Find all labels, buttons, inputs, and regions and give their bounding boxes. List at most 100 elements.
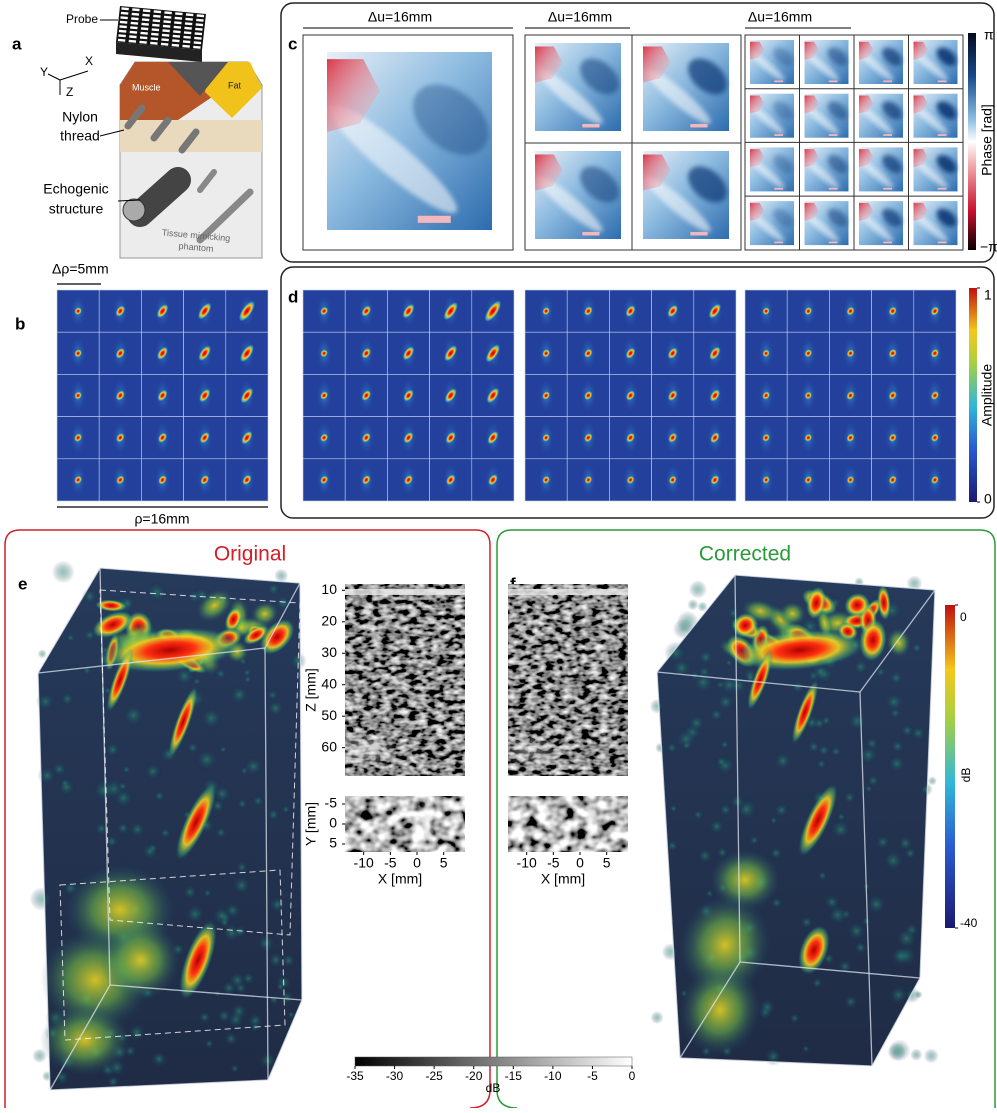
psf-peak [888,306,897,316]
psf-peak [443,301,459,321]
psf-peak [804,475,813,485]
speckle-blob [890,739,905,754]
phase-bottom [690,231,708,236]
speckle-blob [697,648,715,666]
panel-title: Δu=16mm [368,9,432,25]
panel-title: Original [214,543,286,566]
psf-peak [542,433,551,442]
colorbar [969,288,977,502]
phase-red [859,41,874,60]
psf-peak [198,388,211,403]
box-edge [267,999,303,1081]
phase-red [750,202,765,221]
leader-line [99,129,125,137]
psf-peak [74,349,83,358]
speckle-blob [288,651,307,670]
speckle-blob [29,887,54,911]
phase-band [805,213,840,242]
colorbar-title: dB [959,768,973,783]
bright-surface [345,589,465,595]
speckle-blob [153,789,166,803]
probe-element [142,9,151,13]
speckle-blob [275,982,286,992]
axis-arrow [47,73,61,81]
probe-element [173,25,182,29]
psf-peak [74,307,82,316]
box-edge [37,672,51,1091]
speckle-blob [836,811,847,822]
x-tick-label: 5 [603,855,611,871]
phase-map [913,93,958,138]
speckle-blob [216,1007,233,1024]
probe-element [121,7,129,11]
echo-blob [179,920,217,1000]
phase-dark [936,155,957,174]
probe-element [131,17,139,21]
psf-peak [361,347,372,359]
speckle-blob [887,753,907,774]
psf-peak [542,348,551,358]
speckle-blob [748,834,760,846]
speckle-blob [906,575,923,592]
psf-peak [583,306,593,316]
bright-target [430,640,440,654]
speckle-blob [106,1074,121,1089]
speckle-blob [788,1012,801,1024]
probe-element [182,40,191,44]
box-edge [859,589,936,693]
psf-peak [888,475,897,485]
speckle-blob [923,1048,939,1064]
probe-element [174,21,182,25]
phase-dark [773,47,793,66]
panel-title: Corrected [699,543,791,566]
box-edge [49,984,111,1091]
probe-element [139,36,148,40]
box-edge [299,582,303,1001]
x-tick-label: 0 [413,855,421,871]
speckle-blob [829,818,852,841]
probe-element [172,34,181,38]
y-tick-label: 5 [329,835,337,851]
echo-blob [679,965,761,1055]
psf-peak [804,349,813,358]
box-edge [734,574,936,591]
speckle-blob [229,1063,240,1074]
probe-label: Probe [66,12,98,26]
phase-red [750,95,765,114]
psf-peak [668,432,678,443]
phase-bottom [828,134,838,136]
psf-peak [667,389,678,402]
phase-band [914,105,949,135]
probe-element [128,39,137,43]
probe-element [120,11,129,15]
colorbar-title: Phase [rad] [979,104,995,176]
speckle-blob [150,1050,168,1068]
speckle-blob [159,826,172,839]
panel-title: Δu=16mm [548,9,612,25]
colorbar [945,605,955,928]
echo-blob [243,625,269,645]
phase-dark [827,47,848,66]
psf-peak [320,306,329,316]
bmode-speckle [345,796,465,852]
colorbar [354,1056,633,1067]
x-tick-label: 5 [440,855,448,871]
psf-peak [762,433,771,442]
probe-body [116,6,206,50]
probe-element [193,41,202,45]
bmode-slices [500,584,628,855]
z-tick-label: 50 [321,707,337,723]
speckle-blob [687,713,706,733]
probe-element [129,35,137,39]
nylon-label: thread [60,128,100,144]
panel-frame [280,2,995,263]
probe-element [183,31,192,35]
phase-red [804,95,819,114]
phase-band [536,175,603,233]
phase-band [750,213,785,242]
x-tick-label: 0 [576,855,584,871]
psf-peak [115,305,126,317]
colorbar-title: Amplitude [979,364,995,426]
probe-element [163,20,171,24]
speckle-blob [724,658,734,667]
